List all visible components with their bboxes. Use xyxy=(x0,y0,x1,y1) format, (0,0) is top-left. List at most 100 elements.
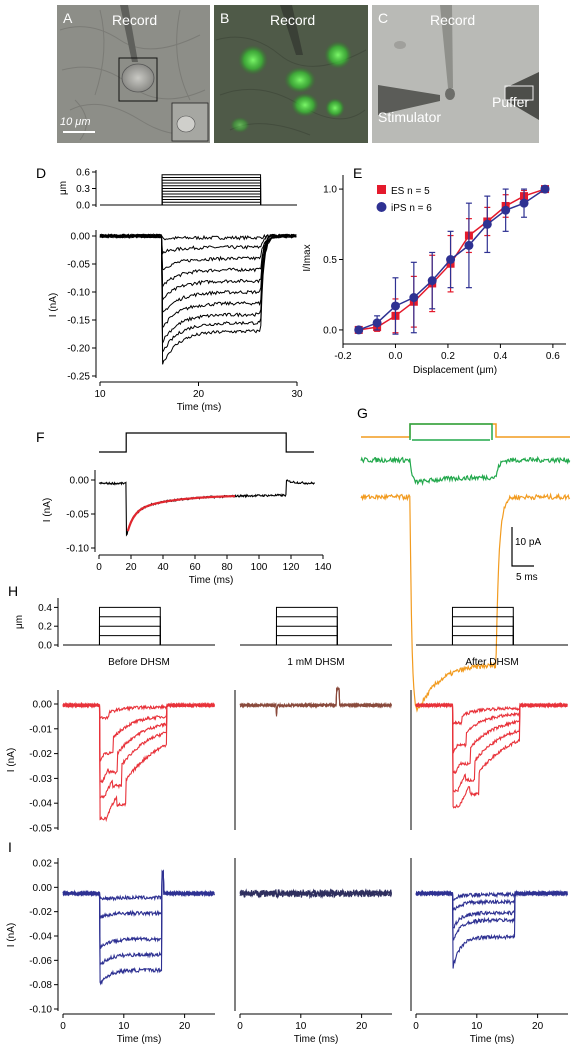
f-x-tick-label: 60 xyxy=(189,562,201,573)
h-trace xyxy=(239,687,392,717)
micrograph-b-label: Record xyxy=(270,12,315,28)
e-point-circle xyxy=(519,198,529,208)
g-scalebar xyxy=(511,527,534,567)
e-point-circle xyxy=(390,301,400,311)
f-y-tick-label: 0.00 xyxy=(70,476,90,487)
e-y-tick-label: 0.0 xyxy=(323,325,337,336)
e-legend-marker xyxy=(376,202,387,212)
h-y-tick-label: 0.00 xyxy=(33,700,53,711)
h-trace xyxy=(239,685,392,716)
i-trace xyxy=(62,869,215,902)
d-trace xyxy=(99,233,297,365)
i-trace xyxy=(415,889,568,929)
e-xlabel: Displacement (μm) xyxy=(413,365,497,376)
g-trace-orange xyxy=(360,492,571,713)
panel-i-chart: 0.02 0.00 -0.02 -0.04 -0.06 -0.08 -0.10 I (nA) 0… xyxy=(6,858,568,1045)
panel-h-chart: 0.4 0.2 0.0 μm Before DHSM 0.00 -0.01 -0.02 -0.0… xyxy=(6,598,568,835)
d-y-tick-label: -0.25 xyxy=(67,372,90,383)
panel-d-chart: 0.6 0.3 0.0 μm 0.00 -0.05 -0.10 -0.15 -0.20 -0.25… xyxy=(48,168,303,414)
e-x-tick-label: 0.4 xyxy=(493,351,507,362)
h-trace xyxy=(62,701,215,823)
h-stim-step xyxy=(451,606,514,645)
f-y-tick-label: -0.05 xyxy=(66,510,89,521)
h-stim-y-tick-label: 0.2 xyxy=(38,622,52,633)
i-trace xyxy=(239,888,392,900)
puffer-label: Puffer xyxy=(492,94,529,110)
i-ylabel: I (nA) xyxy=(6,923,17,947)
h-y-tick-label: -0.02 xyxy=(29,749,52,760)
e-point-circle xyxy=(540,184,550,194)
d-x-tick-label: 10 xyxy=(94,389,106,400)
i-x-tick-label: 10 xyxy=(118,1021,130,1032)
h-stim-y-tick-label: 0.4 xyxy=(38,603,52,614)
e-x-tick-label: -0.2 xyxy=(334,351,352,362)
micrograph-c-label: Record xyxy=(430,12,475,28)
h-stim-step xyxy=(275,616,338,645)
i-xlabel: Time (ms) xyxy=(117,1034,162,1045)
h-stim-step xyxy=(275,606,338,645)
i-x-tick-label: 20 xyxy=(532,1021,544,1032)
i-x-tick-label: 20 xyxy=(356,1021,368,1032)
i-trace xyxy=(62,869,215,966)
panel-letter-e: E xyxy=(353,165,362,181)
i-x-tick-label: 0 xyxy=(60,1021,66,1032)
h-stim-step xyxy=(98,616,161,645)
f-x-tick-label: 40 xyxy=(157,562,169,573)
f-x-tick-label: 140 xyxy=(315,562,332,573)
h-y-tick-label: -0.01 xyxy=(29,724,52,735)
i-trace xyxy=(415,889,568,969)
d-stim-y-tick-label: 0.6 xyxy=(76,168,90,179)
d-stim-step xyxy=(161,196,262,205)
e-y-tick-label: 0.5 xyxy=(323,255,337,266)
micrograph-a: A Record 10 μm xyxy=(57,5,210,143)
g-trace-green xyxy=(360,455,571,487)
micrograph-a-label: Record xyxy=(112,12,157,28)
panel-letter-b: B xyxy=(220,10,229,26)
d-stim-step xyxy=(161,190,262,205)
panel-letter-g: G xyxy=(357,405,368,421)
stimulator-label: Stimulator xyxy=(378,109,441,125)
h-stim-step xyxy=(275,635,338,645)
d-trace xyxy=(99,233,297,344)
i-x-tick-label: 0 xyxy=(413,1021,419,1032)
h-trace xyxy=(415,701,568,775)
e-ylabel: I/Imax xyxy=(302,244,313,271)
panel-letter-c: C xyxy=(378,10,388,26)
i-x-tick-label: 10 xyxy=(295,1021,307,1032)
e-point-circle xyxy=(427,276,437,286)
h-ylabel: I (nA) xyxy=(6,748,17,772)
g-stim-green xyxy=(409,423,493,440)
i-xlabel: Time (ms) xyxy=(294,1034,339,1045)
h-condition-label: 1 mM DHSM xyxy=(287,657,344,668)
f-fit-curve xyxy=(126,495,236,532)
d-stim-y-tick-label: 0.3 xyxy=(76,184,90,195)
micrograph-b: B Record xyxy=(214,5,368,143)
h-stim-step xyxy=(98,606,161,645)
panel-letter-h: H xyxy=(8,583,18,599)
h-trace xyxy=(62,701,215,799)
d-ylabel: I (nA) xyxy=(48,293,59,317)
panel-letter-i: I xyxy=(8,839,12,855)
e-legend-label: ES n = 5 xyxy=(391,186,430,197)
h-trace xyxy=(415,702,568,809)
h-trace xyxy=(62,702,215,784)
f-x-tick-label: 0 xyxy=(96,562,102,573)
i-trace xyxy=(62,870,215,986)
d-x-tick-label: 20 xyxy=(193,389,205,400)
e-legend-label: iPS n = 6 xyxy=(391,203,432,214)
f-x-tick-label: 120 xyxy=(283,562,300,573)
h-condition-label: After DHSM xyxy=(465,657,518,668)
d-y-tick-label: 0.00 xyxy=(71,232,91,243)
e-point-circle xyxy=(446,255,456,264)
h-y-tick-label: -0.05 xyxy=(29,824,52,835)
panel-f-chart: 0.00 -0.05 -0.10 I (nA) 0 20 40 60 80 100 120 140 Ti… xyxy=(42,432,332,586)
g-scalebar-y-label: 10 pA xyxy=(515,537,541,548)
i-x-tick-label: 10 xyxy=(471,1021,483,1032)
panel-e-chart: -0.2 0.0 0.2 0.4 0.6 0.0 0.5 1.0 I/Imax Displacem… xyxy=(302,175,566,376)
e-x-tick-label: 0.6 xyxy=(546,351,560,362)
e-legend-marker xyxy=(377,185,386,194)
panel-g-chart: 10 pA 5 ms xyxy=(360,423,571,713)
d-y-tick-label: -0.15 xyxy=(67,316,90,327)
h-trace xyxy=(239,687,392,715)
